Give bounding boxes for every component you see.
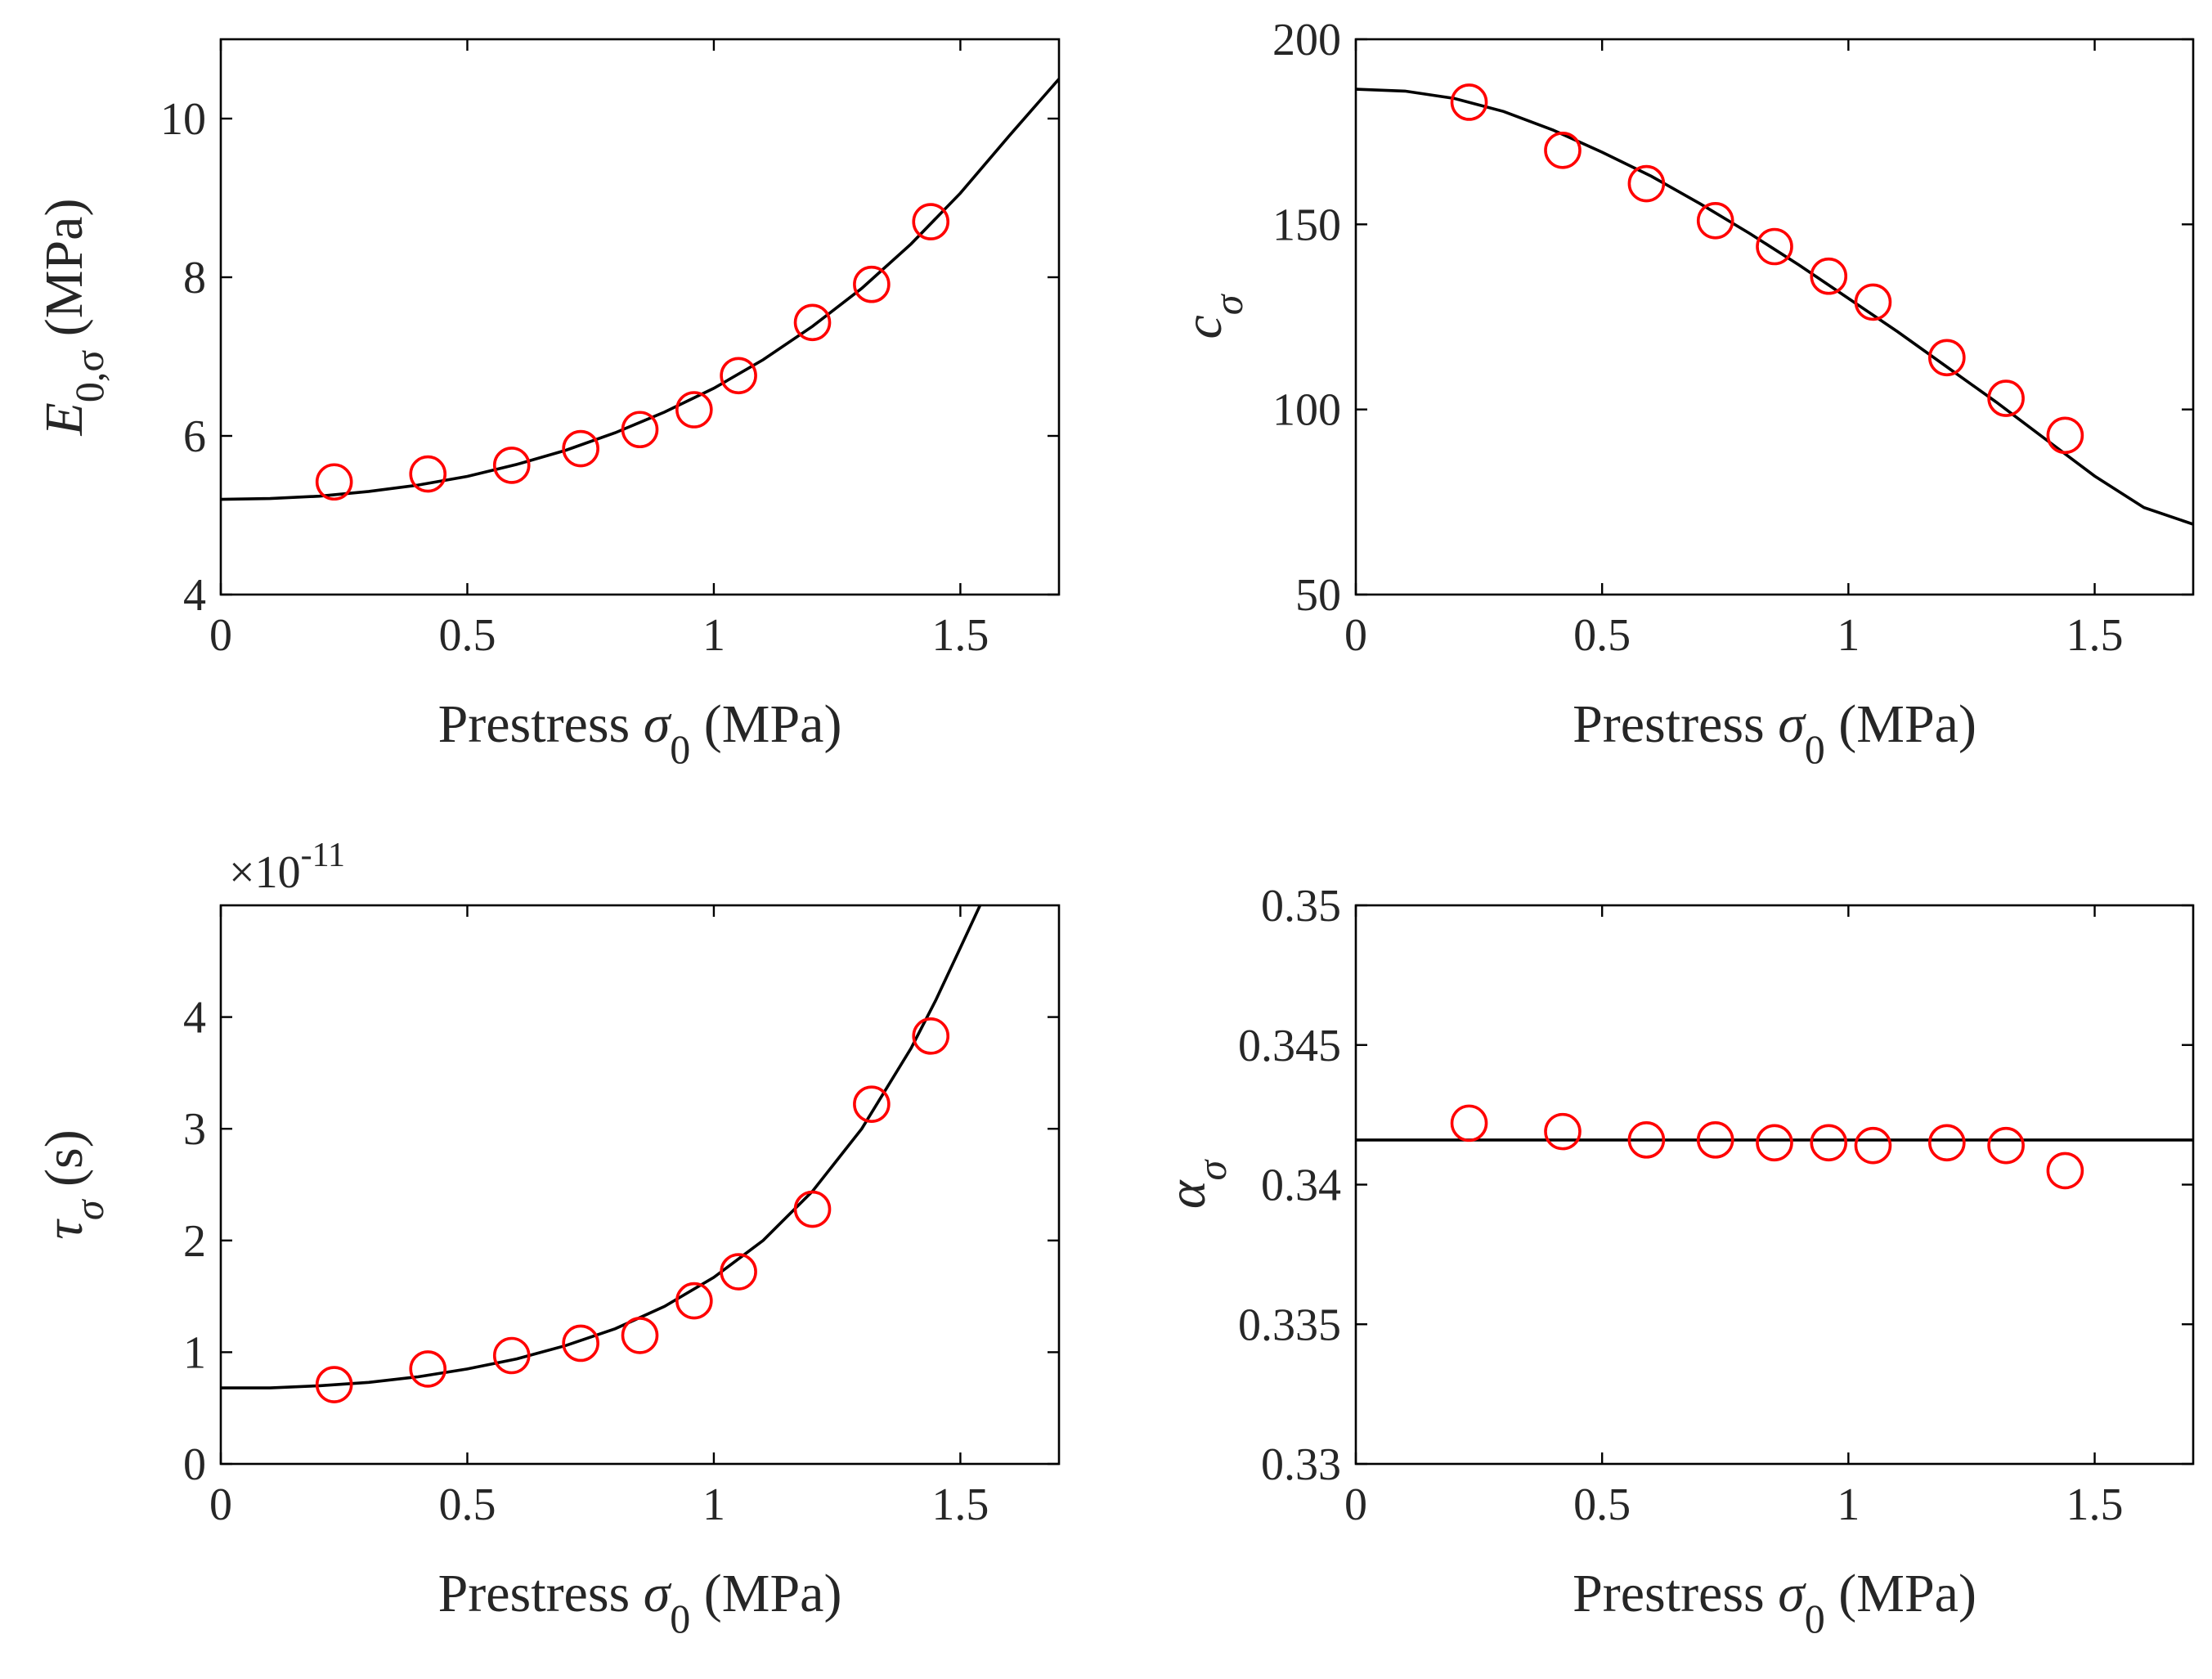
- data-point: [1928, 1124, 1966, 1162]
- y-tick-label: 1: [183, 1327, 206, 1378]
- data-point: [621, 411, 659, 449]
- x-tick-label: 1.5: [2066, 610, 2124, 661]
- data-point: [793, 303, 832, 342]
- chart-panel-E0: 0 0.5 1 1.5 4 6 8 10 Prestress σ0 (MPa) E0,σ (MPa…: [34, 38, 1061, 772]
- data-point: [1627, 1121, 1666, 1159]
- x-tick-label: 1: [702, 1479, 725, 1530]
- data-point: [853, 1085, 891, 1123]
- y-tick-label: 10: [160, 94, 206, 145]
- data-point: [1696, 202, 1734, 240]
- data-point: [720, 357, 757, 395]
- fit-curve: [221, 78, 1059, 501]
- y-tick-label: 0.345: [1238, 1021, 1341, 1071]
- data-point: [315, 463, 353, 501]
- y-axis-label: ασ: [1157, 1159, 1235, 1210]
- x-tick-label: 0: [209, 610, 232, 661]
- data-point: [1450, 1104, 1488, 1143]
- y-tick-label: 3: [183, 1104, 206, 1155]
- data-point: [409, 455, 447, 493]
- y-tick-label: 0.335: [1238, 1300, 1341, 1350]
- data-point: [675, 1282, 713, 1320]
- data-point: [675, 391, 713, 429]
- x-axis-label: Prestress σ0 (MPa): [438, 1564, 842, 1641]
- data-point: [315, 1366, 353, 1403]
- data-point: [1854, 283, 1892, 321]
- data-point: [912, 1017, 950, 1055]
- x-tick-label: 0.5: [1573, 1479, 1631, 1530]
- data-point: [1756, 227, 1793, 266]
- axes-frame: [1354, 38, 2195, 596]
- data-point: [1810, 1124, 1848, 1162]
- x-tick-label: 0.5: [438, 610, 496, 661]
- x-tick-label: 0.5: [438, 1479, 496, 1530]
- y-tick-label: 0.34: [1261, 1160, 1341, 1211]
- data-point: [2046, 416, 2084, 455]
- y-tick-label: 0.35: [1261, 881, 1341, 932]
- data-point: [1696, 1121, 1734, 1159]
- axes-frame: [219, 904, 1061, 1466]
- y-tick-label: 50: [1295, 570, 1341, 621]
- fit-curve: [1356, 88, 2193, 526]
- x-tick-label: 0: [1344, 1479, 1367, 1530]
- y-tick-label: 6: [183, 411, 206, 462]
- data-point: [562, 429, 599, 468]
- y-tick-label: 0.33: [1261, 1439, 1341, 1490]
- chart-panel-tau: 0 0.5 1 1.5 0 1 2 3 4 ×10-11 Prestress σ0 (MPa) τσ …: [34, 837, 1061, 1641]
- x-tick-label: 1: [702, 610, 725, 661]
- y-tick-label: 2: [183, 1216, 206, 1267]
- data-point: [1627, 164, 1666, 203]
- y-tick-label: 4: [183, 993, 206, 1044]
- x-tick-label: 1.5: [2066, 1479, 2124, 1530]
- data-point: [720, 1253, 757, 1291]
- data-point: [912, 203, 950, 240]
- data-point: [621, 1317, 659, 1354]
- x-axis-label: Prestress σ0 (MPa): [438, 694, 842, 772]
- x-tick-label: 1: [1837, 1479, 1860, 1530]
- y-tick-label: 8: [183, 253, 206, 303]
- data-point: [1544, 132, 1582, 169]
- axes-frame: [1354, 904, 2195, 1466]
- data-point: [1810, 257, 1848, 295]
- data-point: [1987, 379, 2025, 417]
- y-tick-label: 150: [1272, 200, 1341, 250]
- chart-panel-c: 0 0.5 1 1.5 50 100 150 200 Prestress σ0 (MPa) cσ: [1173, 15, 2195, 772]
- axes-frame: [219, 38, 1061, 596]
- data-point: [1928, 339, 1966, 377]
- x-tick-label: 1: [1837, 610, 1860, 661]
- fit-curve: [221, 905, 982, 1389]
- data-point: [492, 1336, 531, 1375]
- data-point: [1854, 1126, 1892, 1165]
- x-tick-label: 0.5: [1573, 610, 1631, 661]
- y-axis-label: E0,σ (MPa): [34, 199, 112, 437]
- data-point: [793, 1190, 832, 1228]
- y-tick-label: 4: [183, 570, 206, 621]
- data-point: [1756, 1124, 1793, 1162]
- x-axis-label: Prestress σ0 (MPa): [1573, 694, 1976, 772]
- data-point: [492, 447, 531, 484]
- x-axis-label: Prestress σ0 (MPa): [1573, 1564, 1976, 1641]
- y-tick-label: 100: [1272, 385, 1341, 436]
- data-point: [853, 265, 891, 303]
- data-point: [1987, 1126, 2025, 1165]
- x-tick-label: 1.5: [931, 610, 989, 661]
- data-point: [409, 1350, 447, 1388]
- data-point: [1544, 1112, 1582, 1151]
- data-point: [562, 1324, 599, 1363]
- y-exponent-label: ×10-11: [229, 837, 345, 898]
- y-axis-label: τσ (s): [34, 1129, 112, 1239]
- x-tick-label: 0: [209, 1479, 232, 1530]
- x-tick-label: 1.5: [931, 1479, 989, 1530]
- y-axis-label: cσ: [1173, 293, 1251, 339]
- data-point: [2046, 1152, 2084, 1190]
- y-tick-label: 200: [1272, 15, 1341, 65]
- y-tick-label: 0: [183, 1439, 206, 1490]
- data-point: [1450, 83, 1488, 121]
- x-tick-label: 0: [1344, 610, 1367, 661]
- chart-panel-alpha: 0 0.5 1 1.5 0.33 0.335 0.34 0.345 0.35 Prestress …: [1157, 881, 2195, 1641]
